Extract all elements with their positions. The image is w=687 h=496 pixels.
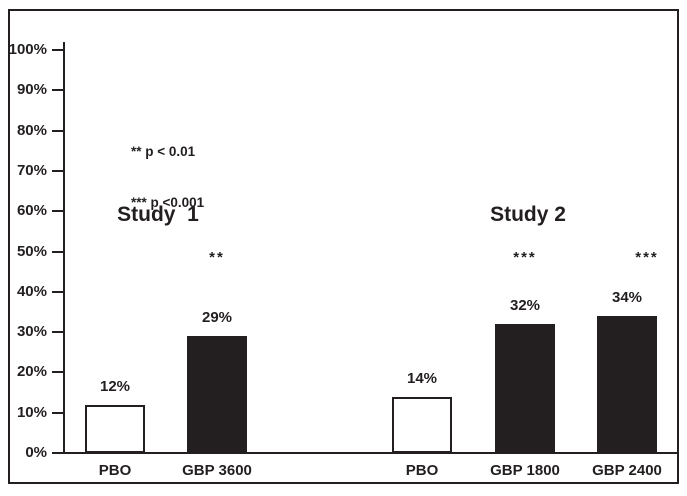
p-value-note: ** p < 0.01 *** p <0.001 [131,109,204,245]
y-axis-line [63,42,65,453]
study-2-title: Study 2 [490,203,566,226]
figure-border [8,9,679,484]
p-value-note-line1: ** p < 0.01 [131,144,196,159]
x-axis-line [63,452,677,454]
p-value-note-line2: *** p <0.001 [131,195,205,210]
study-1-title: Study 1 [117,203,199,226]
